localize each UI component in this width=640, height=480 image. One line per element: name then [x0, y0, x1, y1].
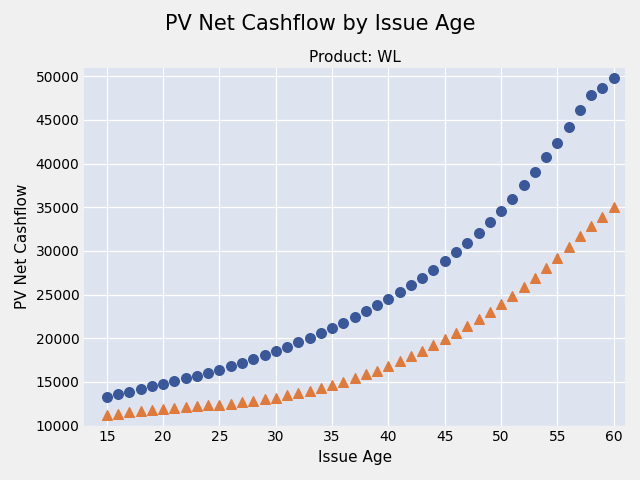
- Point: [496, 300, 506, 308]
- Point: [406, 352, 416, 360]
- Point: [462, 323, 472, 330]
- Point: [282, 343, 292, 350]
- Point: [124, 388, 134, 396]
- Point: [339, 378, 349, 386]
- Point: [406, 281, 416, 289]
- Point: [361, 371, 371, 378]
- Point: [597, 213, 607, 221]
- Point: [552, 139, 563, 146]
- Point: [226, 362, 236, 370]
- Point: [474, 316, 484, 324]
- Point: [484, 308, 495, 316]
- Point: [451, 249, 461, 256]
- Point: [428, 341, 438, 349]
- Point: [564, 123, 574, 131]
- Point: [496, 207, 506, 215]
- Point: [158, 380, 168, 387]
- Point: [316, 329, 326, 337]
- Point: [192, 372, 202, 380]
- Point: [541, 264, 551, 272]
- Point: [147, 383, 157, 390]
- Point: [361, 307, 371, 315]
- Point: [395, 288, 405, 296]
- X-axis label: Issue Age: Issue Age: [317, 450, 392, 465]
- Point: [293, 389, 303, 397]
- Point: [158, 405, 168, 413]
- Point: [530, 274, 540, 281]
- Point: [552, 254, 563, 262]
- Point: [226, 400, 236, 408]
- Point: [248, 355, 259, 362]
- Point: [609, 74, 619, 82]
- Point: [462, 239, 472, 246]
- Point: [214, 366, 225, 373]
- Point: [327, 324, 337, 332]
- Point: [395, 358, 405, 365]
- Point: [136, 385, 146, 393]
- Point: [180, 403, 191, 411]
- Point: [349, 313, 360, 321]
- Title: Product: WL: Product: WL: [308, 50, 401, 65]
- Point: [305, 387, 315, 395]
- Point: [214, 401, 225, 408]
- Point: [259, 351, 269, 359]
- Point: [293, 338, 303, 346]
- Point: [349, 374, 360, 382]
- Point: [316, 384, 326, 392]
- Y-axis label: PV Net Cashflow: PV Net Cashflow: [15, 184, 30, 309]
- Point: [259, 396, 269, 403]
- Point: [282, 392, 292, 399]
- Point: [102, 411, 112, 419]
- Point: [530, 168, 540, 176]
- Point: [508, 195, 518, 203]
- Point: [271, 347, 281, 355]
- Point: [586, 92, 596, 99]
- Point: [508, 292, 518, 300]
- Point: [518, 283, 529, 290]
- Point: [170, 404, 180, 412]
- Point: [113, 410, 124, 418]
- Point: [180, 374, 191, 382]
- Point: [575, 107, 585, 114]
- Point: [327, 381, 337, 389]
- Point: [586, 222, 596, 229]
- Point: [474, 229, 484, 237]
- Point: [597, 84, 607, 92]
- Point: [237, 359, 247, 367]
- Point: [484, 218, 495, 226]
- Text: PV Net Cashflow by Issue Age: PV Net Cashflow by Issue Age: [164, 14, 476, 35]
- Point: [372, 301, 382, 309]
- Point: [428, 266, 438, 274]
- Point: [170, 377, 180, 385]
- Point: [383, 295, 394, 303]
- Point: [113, 390, 124, 398]
- Point: [102, 393, 112, 401]
- Point: [609, 204, 619, 211]
- Point: [271, 394, 281, 401]
- Point: [372, 367, 382, 374]
- Point: [237, 398, 247, 406]
- Point: [417, 347, 428, 355]
- Point: [248, 397, 259, 405]
- Point: [203, 402, 213, 409]
- Point: [203, 369, 213, 377]
- Point: [541, 154, 551, 161]
- Point: [124, 408, 134, 416]
- Point: [383, 362, 394, 370]
- Point: [575, 232, 585, 240]
- Point: [147, 406, 157, 414]
- Point: [440, 336, 450, 343]
- Point: [305, 334, 315, 342]
- Point: [136, 408, 146, 415]
- Point: [192, 403, 202, 410]
- Point: [440, 258, 450, 265]
- Point: [339, 319, 349, 326]
- Point: [417, 274, 428, 281]
- Point: [451, 329, 461, 337]
- Point: [518, 181, 529, 189]
- Point: [564, 243, 574, 251]
